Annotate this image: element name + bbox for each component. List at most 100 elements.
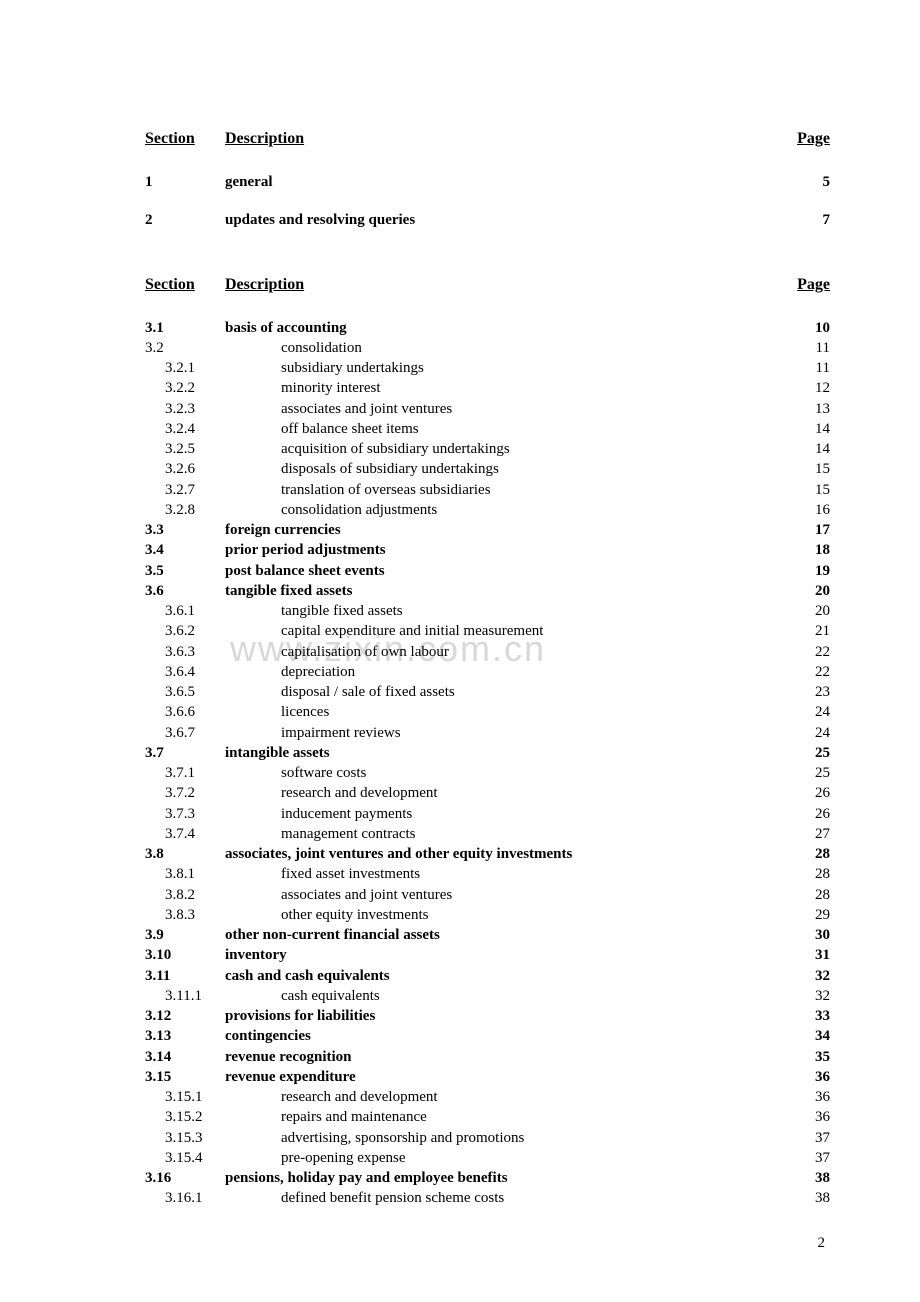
toc-row: 3.16pensions, holiday pay and employee b… (145, 1168, 830, 1188)
toc-page-number: 15 (780, 480, 830, 500)
toc-block-2: Section Description Page 3.1basis of acc… (145, 276, 830, 1209)
toc-description: fixed asset investments (225, 864, 780, 884)
toc-section-number: 3.16 (145, 1168, 225, 1188)
header-section: Section (145, 276, 225, 294)
toc-row: 3.7.3inducement payments26 (145, 804, 830, 824)
toc-section-number: 3.13 (145, 1026, 225, 1046)
toc-page-number: 36 (780, 1087, 830, 1107)
toc-section-number: 3.6.3 (145, 642, 225, 662)
toc-section-number: 3.7.2 (145, 783, 225, 803)
toc-page-number: 28 (780, 885, 830, 905)
toc-page-number: 36 (780, 1067, 830, 1087)
toc-description: cash equivalents (225, 986, 780, 1006)
toc-section-number: 3.8.1 (145, 864, 225, 884)
toc-section-number: 3.2.8 (145, 500, 225, 520)
toc-description: capitalisation of own labour (225, 642, 780, 662)
toc-description: research and development (225, 783, 780, 803)
toc-section-number: 3.12 (145, 1006, 225, 1026)
toc-section-number: 3.6.4 (145, 662, 225, 682)
toc-page-number: 37 (780, 1128, 830, 1148)
toc-row: 3.11.1cash equivalents32 (145, 986, 830, 1006)
toc-section-number: 3.6.6 (145, 702, 225, 722)
toc-row: 3.2consolidation11 (145, 338, 830, 358)
toc-section-number: 3.6.5 (145, 682, 225, 702)
toc-description: provisions for liabilities (225, 1006, 780, 1026)
toc-description: intangible assets (225, 743, 780, 763)
toc-section-number: 3.8.3 (145, 905, 225, 925)
header-section: Section (145, 130, 225, 148)
toc-description: consolidation adjustments (225, 500, 780, 520)
toc-row: 3.1basis of accounting10 (145, 318, 830, 338)
toc-description: research and development (225, 1087, 780, 1107)
toc-page-number: 34 (780, 1026, 830, 1046)
toc-section-number: 3.6 (145, 581, 225, 601)
toc-row: 3.6.2capital expenditure and initial mea… (145, 621, 830, 641)
toc-block-1: Section Description Page 1general52updat… (145, 130, 830, 231)
toc-section-number: 3.3 (145, 520, 225, 540)
toc-description: off balance sheet items (225, 419, 780, 439)
toc-section-number: 3.8 (145, 844, 225, 864)
toc-description: cash and cash equivalents (225, 966, 780, 986)
toc-page-number: 21 (780, 621, 830, 641)
toc-description: associates and joint ventures (225, 885, 780, 905)
toc-section-number: 3.15.4 (145, 1148, 225, 1168)
toc-description: depreciation (225, 662, 780, 682)
toc-page-number: 11 (780, 338, 830, 358)
toc-row: 3.5post balance sheet events19 (145, 561, 830, 581)
toc-page-number: 20 (780, 601, 830, 621)
toc-description: tangible fixed assets (225, 601, 780, 621)
toc-description: associates and joint ventures (225, 399, 780, 419)
toc-section-number: 2 (145, 210, 225, 230)
toc-header-1: Section Description Page (145, 130, 830, 148)
toc-description: impairment reviews (225, 723, 780, 743)
toc-page-number: 38 (780, 1188, 830, 1208)
toc-description: pre-opening expense (225, 1148, 780, 1168)
toc-row: 3.9other non-current financial assets30 (145, 925, 830, 945)
toc-description: revenue recognition (225, 1047, 780, 1067)
toc-description: disposals of subsidiary undertakings (225, 459, 780, 479)
toc-page-number: 15 (780, 459, 830, 479)
toc-page-number: 35 (780, 1047, 830, 1067)
toc-page-number: 25 (780, 743, 830, 763)
toc-description: inducement payments (225, 804, 780, 824)
toc-section-number: 3.2.2 (145, 378, 225, 398)
toc-section-number: 3.7 (145, 743, 225, 763)
toc-section-number: 3.14 (145, 1047, 225, 1067)
toc-row: 3.2.5acquisition of subsidiary undertaki… (145, 439, 830, 459)
toc-header-2: Section Description Page (145, 276, 830, 294)
toc-row: 3.2.6disposals of subsidiary undertaking… (145, 459, 830, 479)
toc-row: 3.16.1defined benefit pension scheme cos… (145, 1188, 830, 1208)
toc-page-number: 27 (780, 824, 830, 844)
toc-description: advertising, sponsorship and promotions (225, 1128, 780, 1148)
toc-page-number: 14 (780, 439, 830, 459)
toc-page-number: 29 (780, 905, 830, 925)
toc-row: 3.6tangible fixed assets20 (145, 581, 830, 601)
toc-section-number: 3.11 (145, 966, 225, 986)
toc-page-number: 12 (780, 378, 830, 398)
toc-description: updates and resolving queries (225, 210, 780, 230)
toc-description: contingencies (225, 1026, 780, 1046)
toc-section-number: 3.2.4 (145, 419, 225, 439)
toc-section-number: 3.2 (145, 338, 225, 358)
toc-row: 3.15.3advertising, sponsorship and promo… (145, 1128, 830, 1148)
toc-section-number: 3.15.2 (145, 1107, 225, 1127)
toc-page-number: 20 (780, 581, 830, 601)
toc-section-number: 3.2.5 (145, 439, 225, 459)
toc-description: licences (225, 702, 780, 722)
toc-section-number: 3.6.2 (145, 621, 225, 641)
toc-page-number: 33 (780, 1006, 830, 1026)
toc-description: disposal / sale of fixed assets (225, 682, 780, 702)
toc-row: 3.15.2repairs and maintenance36 (145, 1107, 830, 1127)
toc-page-number: 32 (780, 966, 830, 986)
toc-description: repairs and maintenance (225, 1107, 780, 1127)
toc-description: basis of accounting (225, 318, 780, 338)
toc-row: 3.7.1software costs25 (145, 763, 830, 783)
toc-row: 3.7.2research and development26 (145, 783, 830, 803)
toc-section-number: 3.2.1 (145, 358, 225, 378)
toc-page-number: 5 (780, 172, 830, 192)
toc-section-number: 3.8.2 (145, 885, 225, 905)
toc-row: 3.13contingencies34 (145, 1026, 830, 1046)
toc-description: other equity investments (225, 905, 780, 925)
toc-description: foreign currencies (225, 520, 780, 540)
toc-description: capital expenditure and initial measurem… (225, 621, 780, 641)
